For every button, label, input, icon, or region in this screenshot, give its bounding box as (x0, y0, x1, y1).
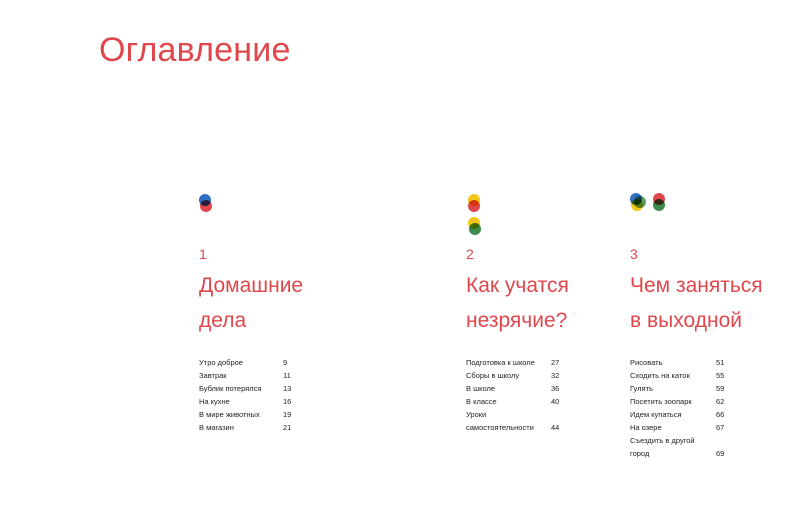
toc-entry[interactable]: Завтрак 11 (199, 369, 319, 382)
toc-entry-page: 59 (716, 384, 725, 393)
toc-entry[interactable]: Уроки (466, 408, 586, 421)
toc-entry-label: Гулять (630, 384, 653, 393)
toc-entry[interactable]: В школе 36 (466, 382, 586, 395)
chapter-title: Как учатся незрячие? (466, 268, 569, 338)
toc-entry-page: 44 (551, 423, 560, 432)
chapter-title-line: Домашние (199, 274, 304, 297)
toc-list: Утро доброе 9 Завтрак 11 Бублик потерялся 1… (199, 356, 319, 434)
chapter-number: 1 (199, 246, 207, 262)
toc-entry-page: 27 (551, 358, 560, 367)
toc-entry-label: Съездить в другой (630, 436, 695, 445)
toc-entry[interactable]: Гулять 59 (630, 382, 780, 395)
toc-entry-label: Завтрак (199, 371, 227, 380)
toc-entry-page: 40 (551, 397, 560, 406)
chapter-1-dots-icon (199, 190, 319, 240)
toc-entry[interactable]: Подготовка к школе 27 (466, 356, 586, 369)
chapter-2: 2 Как учатся незрячие? Подготовка к школ… (466, 190, 586, 432)
toc-entry[interactable]: Посетить зоопарк 62 (630, 395, 780, 408)
toc-entry-page: 62 (716, 397, 725, 406)
toc-entry[interactable]: Сборы в школу 32 (466, 369, 586, 382)
toc-entry[interactable]: В классе 40 (466, 395, 586, 408)
toc-entry-page: 32 (551, 371, 560, 380)
red-dot-icon (200, 200, 212, 212)
green-dot-icon (469, 223, 481, 235)
chapter-title-line: дела (199, 309, 247, 332)
toc-entry[interactable]: Идем купаться 66 (630, 408, 780, 421)
toc-entry-page: 16 (283, 397, 292, 406)
toc-entry-label: Посетить зоопарк (630, 397, 692, 406)
chapter-2-dots-icon (466, 190, 586, 240)
toc-entry-label: Идем купаться (630, 410, 682, 419)
chapter-title-line: Как учатся (466, 274, 569, 297)
page-title: Оглавление (99, 31, 291, 69)
toc-entry-label: Сходить на каток (630, 371, 690, 380)
toc-entry-label: самостоятельности (466, 423, 534, 432)
toc-entry[interactable]: Бублик потерялся 13 (199, 382, 319, 395)
toc-entry[interactable]: В мире животных 19 (199, 408, 319, 421)
toc-entry-label: На кухне (199, 397, 230, 406)
red-dot-icon (468, 200, 480, 212)
chapter-number: 3 (630, 246, 638, 262)
toc-entry[interactable]: Утро доброе 9 (199, 356, 319, 369)
toc-entry-page: 21 (283, 423, 292, 432)
toc-list: Подготовка к школе 27 Сборы в школу 32 В ш… (466, 356, 586, 434)
toc-entry[interactable]: На кухне 16 (199, 395, 319, 408)
toc-entry-label: Рисовать (630, 358, 663, 367)
toc-entry-label: В мире животных (199, 410, 260, 419)
toc-list: Рисовать 51 Сходить на каток 55 Гулять 59 П… (630, 356, 780, 460)
toc-entry-label: Уроки (466, 410, 487, 419)
toc-entry-page: 11 (283, 371, 291, 380)
chapter-3-dots-icon (630, 190, 780, 240)
toc-entry[interactable]: Сходить на каток 55 (630, 369, 780, 382)
toc-entry-label: Бублик потерялся (199, 384, 262, 393)
chapter-title-line: незрячие? (466, 309, 568, 332)
chapter-title-line: Чем заняться (630, 274, 763, 297)
toc-entry-label: город (630, 449, 650, 458)
chapter-1: 1 Домашние дела Утро доброе 9 Завтрак 11 Б… (199, 190, 319, 432)
toc-entry-label: В магазин (199, 423, 234, 432)
chapter-3: 3 Чем заняться в выходной Рисовать 51 Схо… (630, 190, 780, 458)
toc-entry-page: 9 (283, 358, 288, 367)
toc-entry-label: На озере (630, 423, 662, 432)
chapter-number: 2 (466, 246, 474, 262)
green-dot-icon (634, 196, 646, 208)
toc-entry-page: 67 (716, 423, 725, 432)
toc-entry[interactable]: Рисовать 51 (630, 356, 780, 369)
toc-entry[interactable]: На озере 67 (630, 421, 780, 434)
toc-entry-page: 51 (716, 358, 725, 367)
toc-entry-page: 36 (551, 384, 560, 393)
toc-entry-page: 66 (716, 410, 725, 419)
chapter-title: Домашние дела (199, 268, 303, 338)
toc-entry-label: Утро доброе (199, 358, 243, 367)
toc-entry-page: 13 (283, 384, 292, 393)
chapter-title-line: в выходной (630, 309, 742, 332)
toc-entry-label: В школе (466, 384, 496, 393)
toc-entry-label: Сборы в школу (466, 371, 520, 380)
toc-entry[interactable]: Съездить в другой (630, 434, 780, 447)
toc-entry-page: 55 (716, 371, 725, 380)
toc-entry-page: 69 (716, 449, 725, 458)
toc-entry[interactable]: самостоятельности 44 (466, 421, 586, 434)
chapter-title: Чем заняться в выходной (630, 268, 763, 338)
toc-entry[interactable]: город 69 (630, 447, 780, 460)
toc-entry-label: В классе (466, 397, 497, 406)
green-dot-icon (653, 199, 665, 211)
toc-entry-page: 19 (283, 410, 292, 419)
toc-entry-label: Подготовка к школе (466, 358, 535, 367)
toc-entry[interactable]: В магазин 21 (199, 421, 319, 434)
